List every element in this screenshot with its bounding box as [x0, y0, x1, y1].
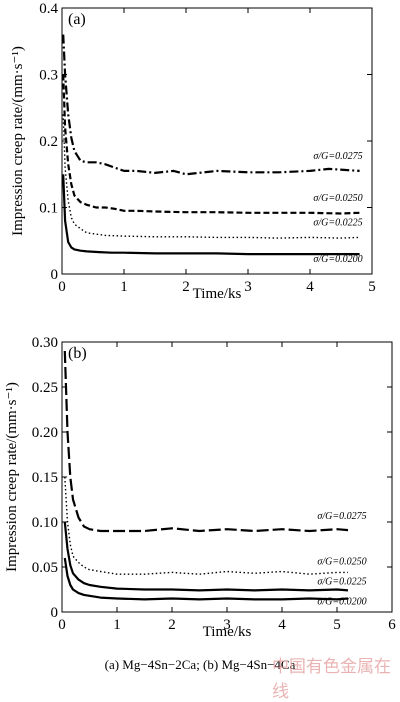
- x-axis-label: Time/ks: [193, 286, 242, 302]
- y-tick-label: 0.25: [32, 380, 58, 396]
- x-tick-label: 2: [168, 617, 176, 633]
- x-tick-label: 6: [388, 617, 396, 633]
- y-tick-label: 0.3: [39, 68, 58, 84]
- x-tick-label: 5: [333, 617, 341, 633]
- x-tick-label: 3: [244, 279, 252, 295]
- series-label-3: σ/G=0.0200: [313, 254, 362, 265]
- y-axis-label: Impression creep rate/(mm·s⁻¹): [4, 382, 20, 572]
- series-line-1: [62, 74, 360, 215]
- chart-panel-a: 0 1 2 3 4 5 0 0.1 0.2 0.3 0.4 Time/ks Impression cre…: [10, 1, 376, 302]
- series-line-0: [62, 34, 360, 176]
- series-label-0: σ/G=0.0275: [313, 151, 362, 162]
- series-line-3: [63, 557, 349, 601]
- y-tick-label: 0.2: [39, 134, 58, 150]
- series-label-2: σ/G=0.0225: [317, 576, 366, 587]
- series-line-1: [64, 476, 348, 575]
- chart-panel-b: 0 1 2 3 4 5 6 0 0.05 0.10 0.15 0.20 0.25 0.30 Time/ks I…: [4, 335, 396, 640]
- series-label-3: σ/G=0.0200: [317, 597, 366, 608]
- panel-label: (a): [68, 11, 86, 28]
- plot-frame: [61, 7, 373, 275]
- series-label-1: σ/G=0.0250: [313, 193, 362, 204]
- chart-canvas: 0 1 2 3 4 5 0 0.1 0.2 0.3 0.4 Time/ks Impression cre…: [4, 1, 396, 640]
- y-tick-label: 0: [51, 267, 59, 283]
- x-tick-label: 2: [182, 279, 190, 295]
- y-tick-label: 0.10: [32, 515, 58, 531]
- x-tick-label: 0: [58, 279, 66, 295]
- y-axis-label: Impression creep rate/(mm·s⁻¹): [10, 46, 26, 236]
- watermark-text: 中国有色金属在线: [272, 657, 391, 702]
- figure: 0 1 2 3 4 5 0 0.1 0.2 0.3 0.4 Time/ks Impression cre…: [4, 1, 396, 640]
- series-line-0: [63, 350, 349, 533]
- panel-label: (b): [68, 345, 87, 362]
- y-tick-label: 0.05: [32, 560, 58, 576]
- y-tick-label: 0.30: [32, 335, 58, 351]
- x-tick-label: 4: [278, 617, 286, 633]
- x-tick-label: 5: [368, 279, 376, 295]
- series-line-3: [62, 174, 360, 256]
- y-tick-label: 0: [51, 605, 59, 621]
- x-tick-label: 1: [113, 617, 121, 633]
- series-label-0: σ/G=0.0275: [317, 511, 366, 522]
- figure-caption: (a) Mg−4Sn−2Ca; (b) Mg−4Sn−4Ca: [104, 657, 296, 672]
- y-tick-label: 0.4: [39, 1, 58, 17]
- x-tick-label: 0: [58, 617, 66, 633]
- series-label-2: σ/G=0.0225: [313, 217, 362, 228]
- x-tick-label: 3: [223, 617, 231, 633]
- plot-frame: [61, 341, 393, 613]
- y-tick-label: 0.15: [32, 470, 58, 486]
- series-line-2: [63, 521, 349, 592]
- x-axis-label: Time/ks: [203, 624, 252, 640]
- x-tick-label: 4: [306, 279, 314, 295]
- y-tick-label: 0.1: [39, 201, 58, 217]
- series-line-2: [62, 114, 360, 239]
- y-tick-label: 0.20: [32, 425, 58, 441]
- x-tick-label: 1: [120, 279, 128, 295]
- series-label-1: σ/G=0.0250: [317, 556, 366, 567]
